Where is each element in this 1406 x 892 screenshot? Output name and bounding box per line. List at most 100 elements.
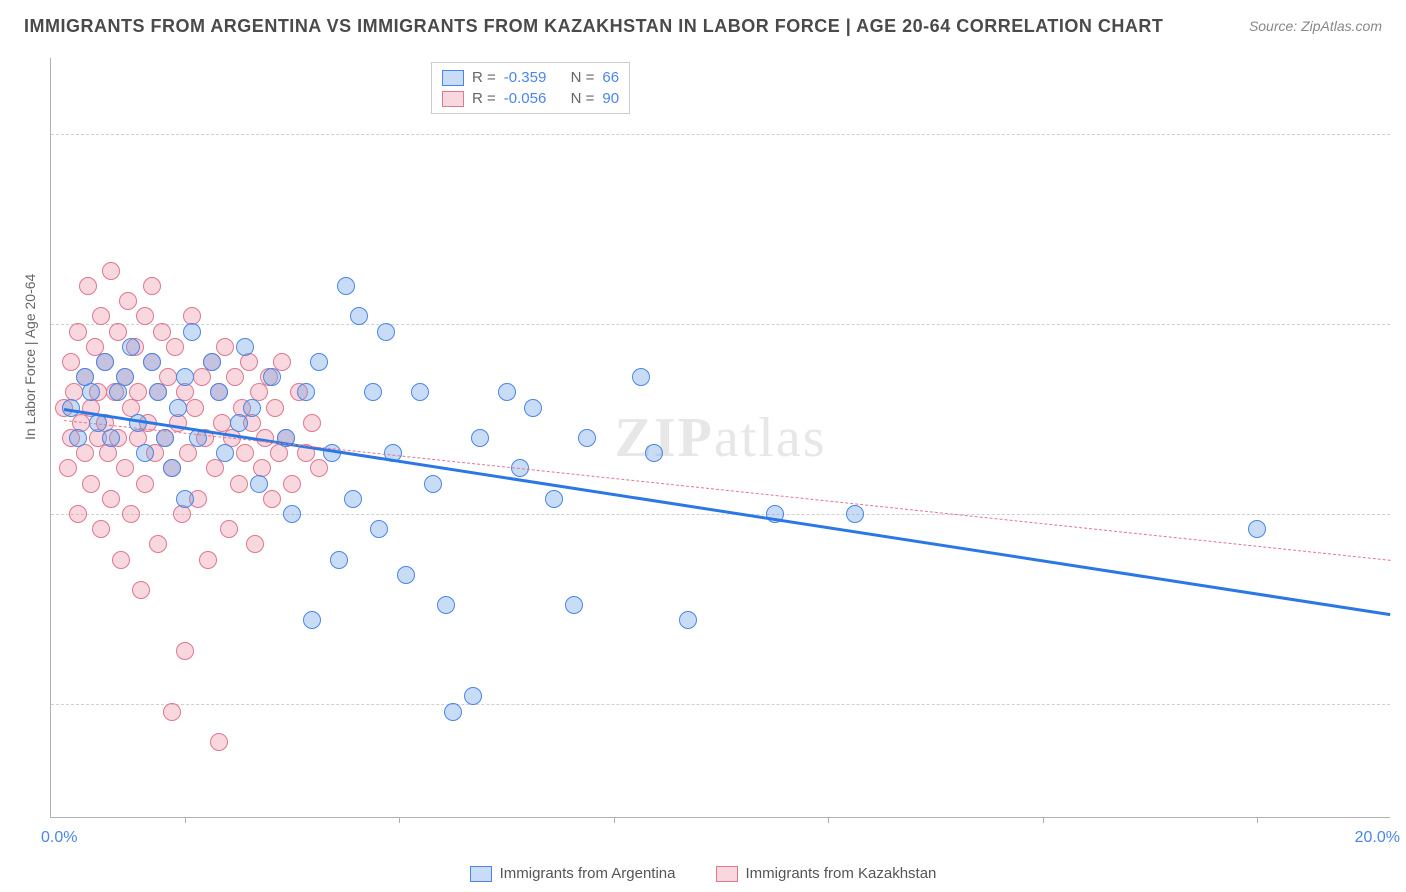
legend-label-kazakhstan: Immigrants from Kazakhstan (746, 865, 937, 882)
data-point (545, 490, 563, 508)
data-point (230, 475, 248, 493)
x-tick (399, 817, 400, 823)
n-value-argentina: 66 (602, 69, 619, 86)
data-point (210, 383, 228, 401)
data-point (122, 505, 140, 523)
data-point (437, 596, 455, 614)
data-point (92, 307, 110, 325)
chart-title: IMMIGRANTS FROM ARGENTINA VS IMMIGRANTS … (24, 16, 1163, 37)
data-point (82, 383, 100, 401)
r-value-argentina: -0.359 (504, 69, 547, 86)
data-point (444, 703, 462, 721)
swatch-blue (442, 70, 464, 86)
data-point (344, 490, 362, 508)
source-attribution: Source: ZipAtlas.com (1249, 18, 1382, 34)
plot-area: ZIPatlas R = -0.359 N = 66 R = -0.056 N … (50, 58, 1390, 818)
data-point (679, 611, 697, 629)
data-point (498, 383, 516, 401)
data-point (132, 581, 150, 599)
data-point (226, 368, 244, 386)
data-point (109, 323, 127, 341)
data-point (578, 429, 596, 447)
n-value-kazakhstan: 90 (602, 90, 619, 107)
data-point (246, 535, 264, 553)
data-point (283, 505, 301, 523)
x-tick (614, 817, 615, 823)
data-point (297, 383, 315, 401)
r-value-kazakhstan: -0.056 (504, 90, 547, 107)
data-point (99, 444, 117, 462)
data-point (1248, 520, 1266, 538)
data-point (112, 551, 130, 569)
data-point (166, 338, 184, 356)
data-point (230, 414, 248, 432)
r-label: R = (472, 69, 496, 86)
n-label: N = (571, 69, 595, 86)
data-point (136, 475, 154, 493)
data-point (69, 429, 87, 447)
data-point (377, 323, 395, 341)
watermark: ZIPatlas (615, 406, 827, 470)
data-point (62, 353, 80, 371)
data-point (471, 429, 489, 447)
data-point (116, 459, 134, 477)
watermark-zip: ZIP (615, 407, 714, 469)
swatch-pink (716, 866, 738, 882)
data-point (149, 535, 167, 553)
data-point (240, 353, 258, 371)
data-point (163, 703, 181, 721)
r-label: R = (472, 90, 496, 107)
data-point (524, 399, 542, 417)
data-point (216, 444, 234, 462)
data-point (263, 368, 281, 386)
y-tick-label: 62.5% (1400, 695, 1406, 713)
data-point (176, 368, 194, 386)
data-point (645, 444, 663, 462)
data-point (424, 475, 442, 493)
x-tick (1257, 817, 1258, 823)
data-point (370, 520, 388, 538)
correlation-legend: R = -0.359 N = 66 R = -0.056 N = 90 (431, 62, 630, 114)
data-point (143, 353, 161, 371)
data-point (122, 338, 140, 356)
data-point (179, 444, 197, 462)
x-tick (185, 817, 186, 823)
data-point (236, 444, 254, 462)
data-point (283, 475, 301, 493)
data-point (102, 429, 120, 447)
data-point (303, 611, 321, 629)
swatch-pink (442, 91, 464, 107)
data-point (266, 399, 284, 417)
data-point (337, 277, 355, 295)
data-point (119, 292, 137, 310)
gridline (51, 324, 1390, 325)
legend-label-argentina: Immigrants from Argentina (500, 865, 676, 882)
series-legend: Immigrants from Argentina Immigrants fro… (0, 865, 1406, 882)
data-point (186, 399, 204, 417)
regression-line (64, 408, 1391, 616)
data-point (129, 383, 147, 401)
data-point (96, 353, 114, 371)
data-point (193, 368, 211, 386)
y-axis-label: In Labor Force | Age 20-64 (22, 274, 38, 440)
gridline (51, 704, 1390, 705)
data-point (203, 353, 221, 371)
data-point (169, 399, 187, 417)
x-tick (828, 817, 829, 823)
data-point (210, 733, 228, 751)
data-point (846, 505, 864, 523)
y-tick-label: 87.5% (1400, 315, 1406, 333)
data-point (82, 475, 100, 493)
data-point (330, 551, 348, 569)
n-label: N = (571, 90, 595, 107)
data-point (199, 551, 217, 569)
data-point (163, 459, 181, 477)
data-point (632, 368, 650, 386)
x-axis-min-label: 0.0% (41, 829, 77, 847)
data-point (69, 323, 87, 341)
x-axis-max-label: 20.0% (1355, 829, 1400, 847)
data-point (216, 338, 234, 356)
data-point (173, 505, 191, 523)
data-point (153, 323, 171, 341)
data-point (102, 262, 120, 280)
